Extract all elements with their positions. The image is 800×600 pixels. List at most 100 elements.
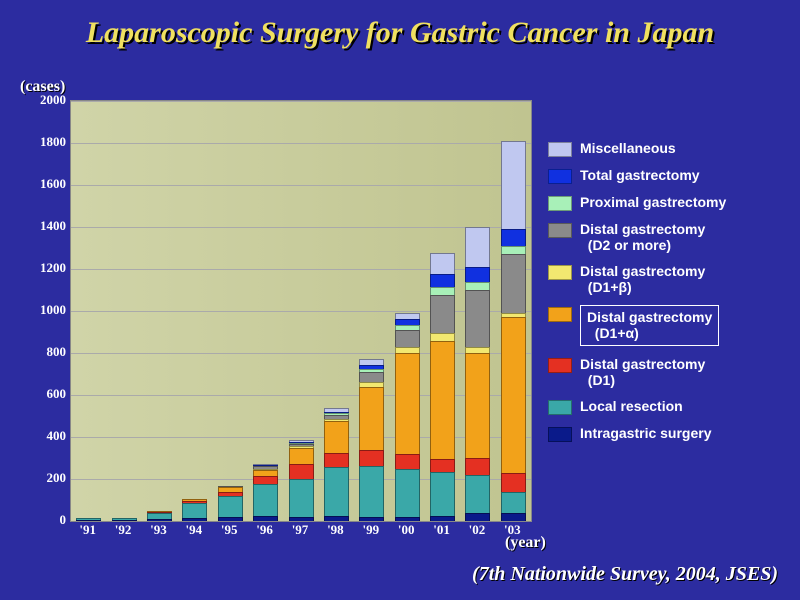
bar-segment-proximal [395, 325, 420, 330]
x-tick: '98 [327, 522, 344, 538]
slide-title: Laparoscopic Surgery for Gastric Cancer … [0, 16, 800, 50]
y-tick: 1200 [32, 260, 66, 276]
bar-segment-dg_d1b [395, 347, 420, 353]
y-tick: 1000 [32, 302, 66, 318]
bar-segment-local [147, 513, 172, 519]
legend-item-total: Total gastrectomy [548, 167, 788, 184]
bar-segment-local [182, 503, 207, 518]
bar-segment-dg_d1b [465, 347, 490, 353]
bar-segment-dg_d1 [218, 492, 243, 496]
x-tick: '01 [433, 522, 450, 538]
legend-item-local: Local resection [548, 398, 788, 415]
legend-swatch [548, 223, 572, 238]
bar-segment-total [359, 365, 384, 369]
bar-segment-dg_d1b [430, 333, 455, 341]
y-tick: 0 [32, 512, 66, 528]
y-tick: 200 [32, 470, 66, 486]
bar-segment-dg_d1a [147, 511, 172, 512]
x-axis: '91'92'93'94'95'96'97'98'99'00'01'02'03 [70, 520, 530, 544]
x-tick: '00 [398, 522, 415, 538]
bar-segment-misc [430, 253, 455, 274]
bar-segment-total [430, 274, 455, 287]
legend: Miscellaneous Total gastrectomy Proximal g… [548, 140, 788, 452]
legend-swatch [548, 169, 572, 184]
bar-segment-local [430, 472, 455, 516]
legend-label: Distal gastrectomy (D1) [580, 356, 705, 388]
bar [430, 253, 455, 521]
bar-segment-total [289, 442, 314, 443]
bar-segment-misc [324, 408, 349, 411]
y-tick: 1400 [32, 218, 66, 234]
y-axis: 0200400600800100012001400160018002000 [32, 100, 66, 520]
legend-swatch [548, 307, 572, 322]
bar-segment-dg_d1a [289, 448, 314, 465]
x-axis-label: (year) [505, 534, 546, 552]
bar-segment-dg_d2 [465, 290, 490, 347]
bar [289, 440, 314, 521]
bar-segment-dg_d1 [465, 458, 490, 475]
x-tick: '02 [469, 522, 486, 538]
bar [501, 141, 526, 521]
x-tick: '91 [79, 522, 96, 538]
bar-segment-misc [289, 440, 314, 442]
bar-segment-dg_d2 [395, 330, 420, 347]
bar-segment-local [289, 479, 314, 517]
legend-label: Miscellaneous [580, 140, 676, 156]
legend-label: Proximal gastrectomy [580, 194, 726, 210]
bar-segment-total [395, 319, 420, 324]
bar-segment-misc [501, 141, 526, 229]
bar-segment-total [501, 229, 526, 246]
legend-label: Distal gastrectomy (D2 or more) [580, 221, 705, 253]
bar [465, 227, 490, 521]
chart-plot-area [70, 100, 532, 522]
bar [324, 408, 349, 521]
bar-segment-dg_d1a [218, 487, 243, 491]
bar-segment-local [324, 467, 349, 515]
bar-segment-proximal [359, 369, 384, 372]
bar-segment-local [218, 496, 243, 517]
slide: { "title": "Laparoscopic Surgery for Gas… [0, 0, 800, 600]
x-tick: '96 [256, 522, 273, 538]
legend-swatch [548, 400, 572, 415]
bar-segment-dg_d1b [289, 446, 314, 447]
bar-segment-dg_d1 [359, 450, 384, 467]
bar-segment-dg_d1a [324, 421, 349, 453]
bar-segment-misc [359, 359, 384, 364]
legend-label: Local resection [580, 398, 683, 414]
bar-segment-dg_d1a [253, 470, 278, 476]
bar-segment-local [395, 469, 420, 517]
bar-segment-proximal [465, 282, 490, 290]
bar-segment-proximal [324, 413, 349, 415]
bar-segment-dg_d1a [359, 387, 384, 450]
bar-segment-dg_d1 [147, 512, 172, 513]
bar-segment-proximal [501, 246, 526, 254]
bar-segment-dg_d1a [182, 499, 207, 501]
bar-segment-dg_d1a [430, 341, 455, 459]
legend-swatch [548, 142, 572, 157]
legend-item-misc: Miscellaneous [548, 140, 788, 157]
x-tick: '93 [150, 522, 167, 538]
y-tick: 2000 [32, 92, 66, 108]
bar-segment-local [501, 492, 526, 513]
bar-segment-dg_d1a [465, 353, 490, 458]
legend-item-dg_d1a: Distal gastrectomy (D1+α) [548, 305, 788, 345]
bars-container [71, 101, 531, 521]
bar-segment-dg_d2 [324, 415, 349, 419]
x-tick: '97 [292, 522, 309, 538]
legend-label: Intragastric surgery [580, 425, 712, 441]
bar-segment-dg_d1b [359, 382, 384, 386]
legend-item-dg_d1: Distal gastrectomy (D1) [548, 356, 788, 388]
bar-segment-dg_d1a [501, 317, 526, 472]
bar-segment-dg_d2 [359, 372, 384, 383]
y-tick: 1800 [32, 134, 66, 150]
bar-segment-proximal [289, 443, 314, 444]
bar-segment-dg_d2 [430, 295, 455, 333]
bar-segment-dg_d1 [253, 476, 278, 484]
bar-segment-dg_d1 [182, 501, 207, 503]
y-tick: 800 [32, 344, 66, 360]
y-tick: 400 [32, 428, 66, 444]
bar-segment-total [324, 412, 349, 414]
bar-segment-local [465, 475, 490, 513]
legend-swatch [548, 196, 572, 211]
bar-segment-dg_d1 [289, 464, 314, 479]
